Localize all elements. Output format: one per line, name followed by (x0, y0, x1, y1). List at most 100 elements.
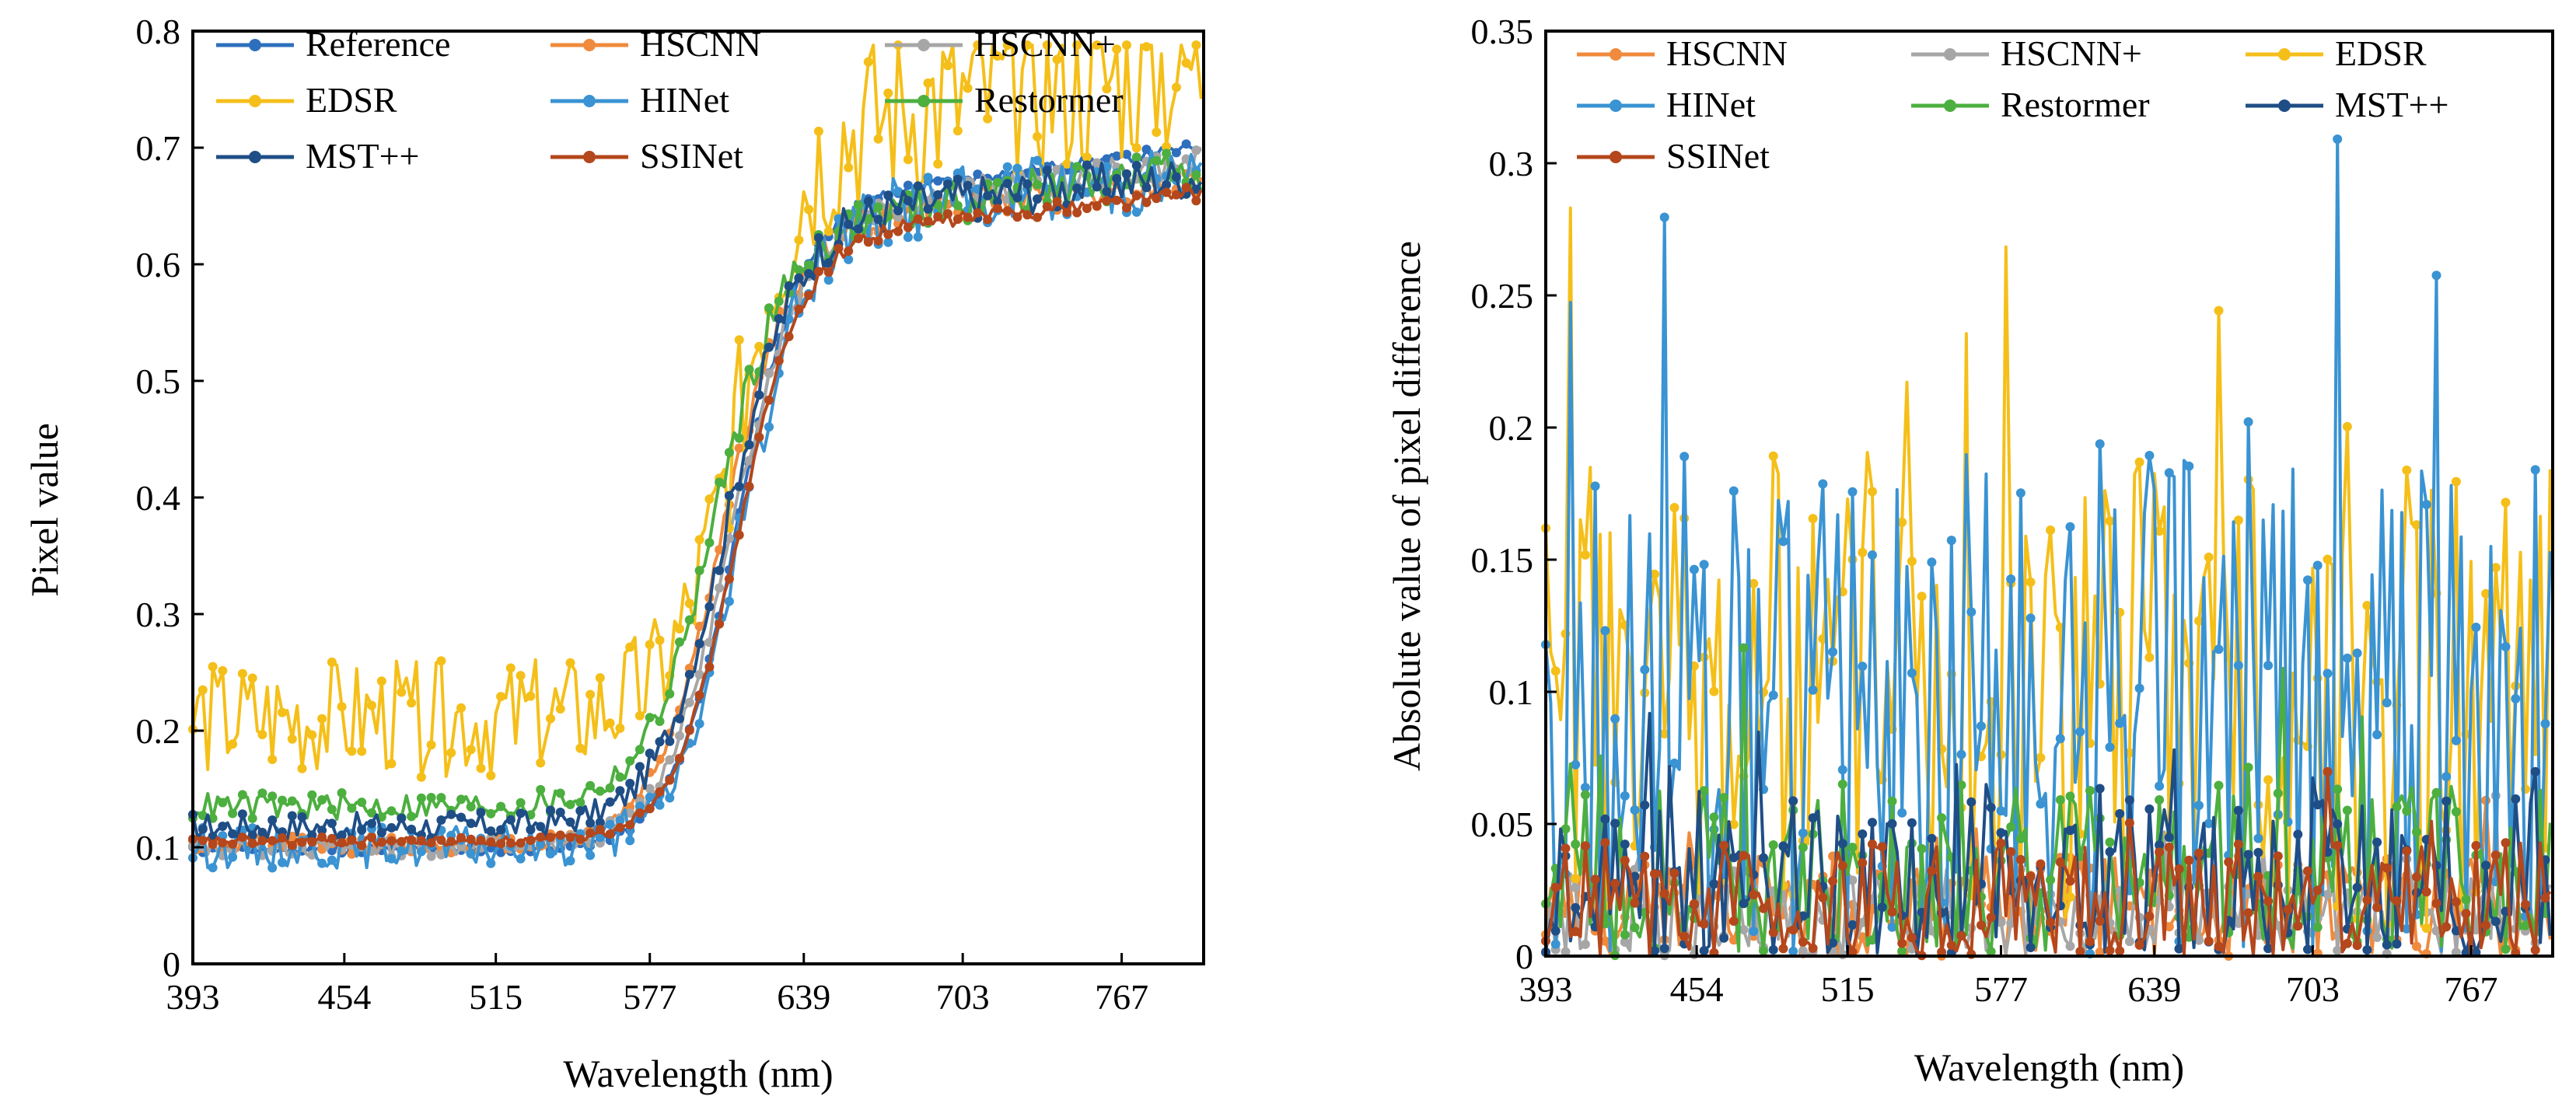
data-point (1679, 931, 1690, 941)
data-point (2144, 804, 2155, 814)
data-point (1191, 169, 1201, 180)
x-tick-label: 393 (166, 977, 220, 1017)
data-point (367, 819, 376, 829)
data-point (2521, 920, 2530, 930)
x-tick-label: 703 (2286, 969, 2340, 1009)
data-point (2441, 772, 2452, 782)
data-point (1858, 829, 1868, 839)
data-point (1131, 143, 1141, 153)
data-point (237, 668, 247, 679)
pixel-difference-chart: 393 454 515 577 639 703 767 0 0.05 0.1 0.15 0.2 0.25… (1385, 12, 2554, 1089)
data-point (655, 800, 665, 810)
legend-swatch-marker (583, 151, 596, 163)
data-point (1877, 902, 1887, 913)
data-point (1858, 932, 1868, 942)
data-point (2303, 866, 2312, 876)
data-point (1858, 858, 1868, 867)
series-mstplusplus (188, 160, 1203, 844)
data-point (1640, 800, 1650, 810)
y-tick-label: 0.3 (1489, 144, 1534, 183)
legend-swatch-marker (583, 95, 596, 107)
data-point (992, 197, 1002, 207)
data-point (1728, 853, 1739, 863)
data-point (2134, 940, 2144, 950)
data-point (1966, 607, 1977, 617)
data-point (1122, 149, 1131, 159)
data-point (2372, 730, 2382, 740)
data-point (1669, 758, 1679, 768)
data-point (456, 794, 466, 805)
data-point (704, 637, 715, 648)
data-point (1847, 920, 1858, 930)
legend-label: HINet (640, 80, 729, 120)
legend-label: HINet (1666, 85, 1756, 124)
data-point (1571, 902, 1581, 913)
data-point (873, 236, 883, 246)
legend-label: Restormer (974, 80, 1124, 120)
data-point (903, 180, 913, 190)
data-point (1141, 183, 1152, 193)
data-point (655, 787, 665, 797)
data-point (1181, 139, 1191, 149)
data-point (2025, 613, 2036, 623)
data-point (486, 837, 496, 847)
data-point (844, 162, 854, 173)
legend-item: EDSR (216, 80, 397, 120)
data-point (1986, 947, 1996, 957)
data-point (2233, 918, 2243, 928)
data-point (2372, 902, 2382, 913)
legend-swatch-marker (249, 39, 261, 51)
data-point (1022, 179, 1033, 189)
data-point (1739, 643, 1749, 653)
data-point (317, 832, 327, 842)
data-point (1092, 201, 1102, 211)
data-point (397, 846, 407, 856)
legend-label: MST++ (306, 136, 419, 176)
data-point (605, 819, 615, 829)
data-point (278, 833, 287, 843)
data-point (675, 753, 684, 763)
data-point (655, 635, 665, 645)
data-point (347, 803, 357, 813)
data-point (436, 656, 446, 666)
data-point (546, 805, 555, 815)
y-tick-label: 0.7 (136, 128, 181, 168)
y-tick-label: 0 (163, 944, 180, 984)
data-point (724, 490, 734, 501)
data-point (1798, 843, 1808, 853)
data-point (218, 831, 228, 841)
data-point (357, 798, 367, 808)
data-point (2243, 417, 2253, 427)
data-point (1550, 882, 1561, 892)
data-point (625, 756, 635, 766)
data-point (923, 204, 933, 214)
data-point (854, 233, 863, 243)
data-point (1640, 665, 1650, 675)
data-point (1012, 212, 1022, 222)
legend-swatch-marker (2278, 99, 2291, 112)
data-point (496, 825, 506, 835)
data-point (2461, 909, 2471, 919)
data-point (1847, 487, 1858, 497)
data-point (516, 853, 526, 864)
data-point (694, 621, 704, 631)
data-point (933, 190, 943, 200)
data-point (327, 805, 337, 815)
data-point (1659, 212, 1669, 222)
data-point (257, 730, 267, 739)
data-point (327, 657, 337, 667)
data-point (1033, 131, 1042, 141)
data-point (1956, 930, 1966, 941)
data-point (2530, 766, 2540, 777)
data-point (1590, 874, 1600, 885)
data-point (2441, 796, 2452, 806)
data-point (1996, 806, 2006, 816)
data-point (536, 839, 546, 850)
data-point (2184, 461, 2194, 471)
y-tick-label: 0.8 (136, 12, 181, 51)
data-point (2402, 806, 2412, 816)
data-point (694, 669, 704, 679)
data-point (973, 40, 983, 50)
data-point (197, 836, 208, 846)
